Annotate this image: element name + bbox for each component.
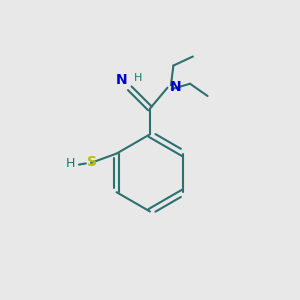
Text: S: S <box>87 155 98 169</box>
Text: H: H <box>66 157 75 170</box>
Text: N: N <box>170 80 182 94</box>
Text: N: N <box>116 73 128 87</box>
Text: H: H <box>134 74 142 83</box>
